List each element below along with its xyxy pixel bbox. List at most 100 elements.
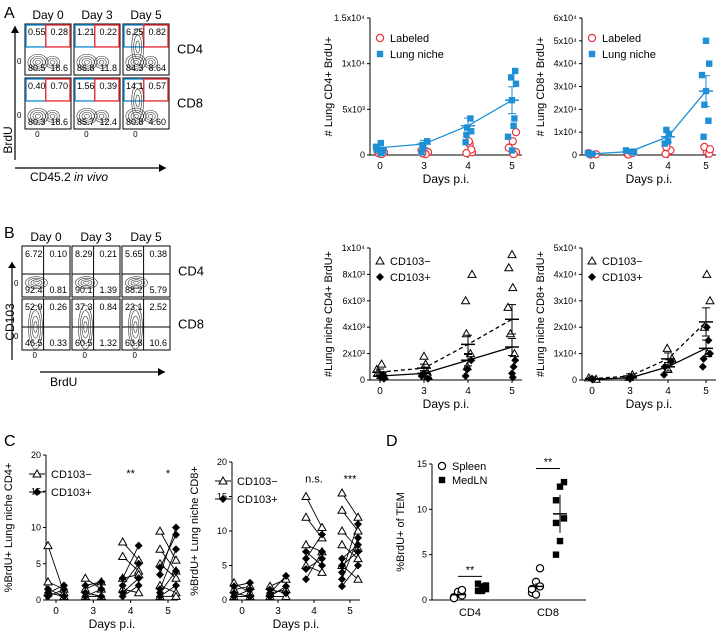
contour-line: [131, 82, 145, 120]
axis-title: CD45.2 in vivo: [30, 170, 108, 184]
data-point: [552, 519, 560, 527]
contour-line: [31, 315, 40, 339]
contour-line: [81, 111, 93, 121]
quadrant-value: 0.39: [99, 81, 117, 91]
data-point: [80, 573, 91, 582]
data-point: [706, 349, 714, 358]
y-tick-label: 5: [222, 561, 227, 571]
data-point: [318, 547, 326, 556]
pair-line: [159, 527, 177, 575]
data-point: [457, 585, 467, 595]
tick-zero: 0: [14, 279, 19, 288]
contour-line: [33, 321, 38, 333]
significance-mark: *: [166, 468, 171, 480]
quadrant-value: 5.65: [125, 249, 143, 259]
quadrant-value: 52.9: [25, 302, 43, 312]
quadrant-value: 0.40: [28, 81, 46, 91]
y-tick-label: 6x10³: [342, 296, 365, 306]
contour-line: [133, 88, 143, 114]
data-point: [301, 491, 311, 500]
pair-line: [341, 565, 359, 587]
data-point: [230, 589, 238, 598]
contour-line: [94, 109, 109, 123]
quadrant-value: 80.3: [28, 117, 46, 127]
y-tick-label: 2x10⁴: [554, 322, 578, 332]
contour-line: [84, 113, 90, 119]
y-tick-label: 20: [217, 457, 227, 467]
contour-line: [77, 277, 95, 288]
data-point: [338, 575, 346, 584]
panel-letter-d: D: [386, 433, 398, 450]
data-point: [505, 328, 516, 338]
data-point: [97, 592, 106, 601]
data-point: [118, 574, 127, 583]
data-point: [662, 343, 673, 352]
day-label: Day 0: [32, 8, 64, 22]
quadrant-value: 0.81: [49, 285, 67, 295]
quadrant-value: 0.21: [99, 249, 117, 259]
legend-marker: [376, 50, 384, 58]
axis-title: CD103: [3, 303, 17, 341]
legend-label: CD103+: [51, 487, 92, 499]
day-label: Day 0: [30, 230, 62, 244]
y-tick-label: 0: [572, 150, 577, 160]
quadrant-value: 1.21: [77, 27, 95, 37]
data-point: [318, 561, 326, 570]
data-point: [282, 589, 290, 598]
data-point: [467, 269, 477, 278]
legend-label: CD103−: [51, 469, 92, 481]
data-point: [81, 592, 90, 601]
data-point: [97, 585, 106, 594]
data-point: [508, 147, 516, 154]
contour-line: [29, 310, 41, 344]
flow-plot: [21, 245, 71, 298]
x-tick-label: 3: [91, 606, 97, 617]
x-tick-label: 5: [347, 606, 353, 617]
quadrant-value: 2.52: [149, 302, 167, 312]
y-tick-label: 0: [360, 150, 365, 160]
pair-line: [122, 545, 140, 579]
quadrant-value: 1.56: [77, 81, 95, 91]
x-tick-label: 5: [509, 386, 515, 397]
contour-line: [130, 279, 143, 287]
x-tick-label: 0: [589, 386, 595, 397]
contour-line: [75, 276, 98, 290]
y-tick-label: 1.5x10⁴: [334, 13, 365, 23]
data-point: [419, 351, 429, 360]
data-point: [504, 133, 512, 140]
data-point: [302, 564, 310, 573]
data-point: [118, 592, 127, 601]
data-point: [134, 541, 143, 550]
legend-marker: [375, 255, 385, 265]
quadrant-value: 0.57: [148, 81, 166, 91]
data-point: [556, 537, 564, 545]
data-point: [43, 576, 53, 586]
y-tick-label: 5: [422, 550, 427, 560]
y-tick-label: 8x10³: [342, 269, 365, 279]
data-point: [698, 362, 707, 371]
data-point: [337, 505, 347, 514]
gate-red: [93, 78, 120, 102]
quadrant-value: 8.64: [148, 63, 166, 73]
data-point: [705, 117, 712, 124]
day-label: Day 5: [130, 230, 162, 244]
quadrant-value: 46.5: [25, 338, 43, 348]
data-point: [60, 581, 68, 590]
y-tick-label: 0: [422, 595, 427, 605]
x-tick-label: 3: [627, 386, 633, 397]
y-tick-label: 1x10⁴: [342, 59, 366, 69]
pair-line: [122, 563, 140, 586]
y-tick-label: 15: [417, 459, 427, 469]
contour-line: [131, 315, 140, 339]
x-tick-label: 4: [128, 606, 134, 617]
panel-letter-c: C: [4, 433, 16, 450]
data-point: [81, 581, 90, 590]
quadrant-value: 12.4: [99, 117, 117, 127]
tick-zero: 0: [35, 130, 40, 139]
data-point: [552, 497, 560, 504]
data-point: [60, 592, 68, 601]
contour-line: [25, 276, 48, 290]
data-point: [155, 526, 165, 535]
data-point: [584, 149, 592, 157]
legend-label: MedLN: [452, 475, 488, 487]
